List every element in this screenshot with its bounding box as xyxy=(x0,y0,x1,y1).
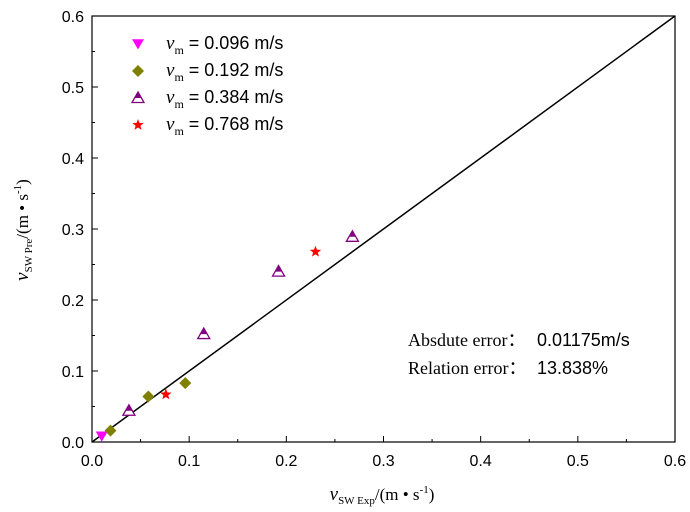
legend-marker xyxy=(130,90,146,104)
annotation-value: 13.838% xyxy=(537,358,608,378)
y-tick-label: 0.4 xyxy=(62,151,84,168)
x-tick-label: 0.4 xyxy=(470,453,492,470)
y-tick-label: 0.3 xyxy=(62,222,84,239)
x-tick-label: 0.0 xyxy=(81,453,103,470)
data-point xyxy=(179,377,192,390)
data-point xyxy=(309,245,322,257)
legend-marker xyxy=(132,119,144,130)
data-point xyxy=(271,264,286,277)
data-point xyxy=(142,390,155,403)
data-point xyxy=(196,326,211,340)
reference-line xyxy=(91,15,676,443)
legend-marker xyxy=(132,39,144,50)
legend-label: vm = 0.768 m/s xyxy=(166,114,283,138)
legend-label: vm = 0.192 m/s xyxy=(166,60,283,84)
y-tick-label: 0.6 xyxy=(62,9,84,26)
x-tick-label: 0.3 xyxy=(372,453,394,470)
x-tick-label: 0.6 xyxy=(664,453,686,470)
y-tick-label: 0.2 xyxy=(62,293,84,310)
legend-label: vm = 0.384 m/s xyxy=(166,87,283,111)
data-point xyxy=(95,431,108,442)
data-point xyxy=(160,388,172,400)
data-point xyxy=(345,229,360,242)
annotation-value: 0.01175m/s xyxy=(537,330,630,350)
data-point xyxy=(121,403,137,416)
legend-label: vm = 0.096 m/s xyxy=(166,33,283,57)
y-tick-label: 0.0 xyxy=(62,435,84,452)
x-axis-title: vSW Exp/(m • s-1) xyxy=(330,484,435,507)
annotation-label: Relation error： xyxy=(408,358,526,378)
x-tick-label: 0.2 xyxy=(275,453,297,470)
annotation-label: Absdute error： xyxy=(408,330,525,350)
x-tick-label: 0.5 xyxy=(567,453,589,470)
y-tick-label: 0.5 xyxy=(62,80,84,97)
x-tick-label: 0.1 xyxy=(178,453,200,470)
data-point xyxy=(104,424,117,437)
y-axis-title: vSW Pre/(m • s-1) xyxy=(12,179,35,281)
y-tick-label: 0.1 xyxy=(62,364,84,381)
legend-marker xyxy=(132,65,144,77)
